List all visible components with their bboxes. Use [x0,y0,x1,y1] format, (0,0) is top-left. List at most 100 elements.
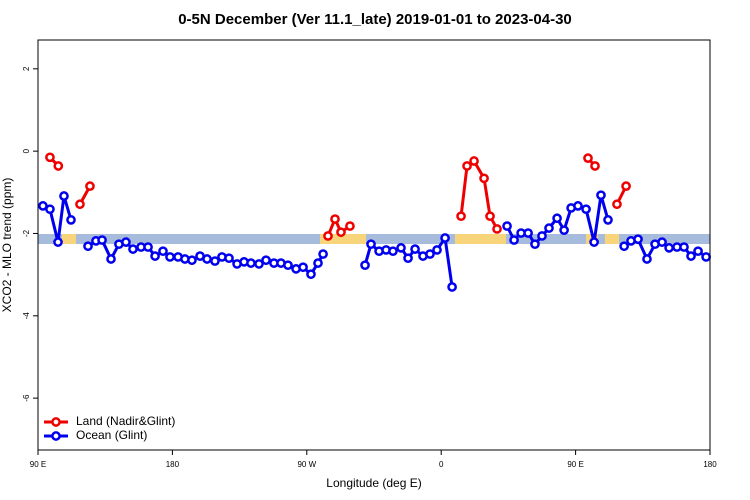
data-point [83,241,93,252]
x-tick-label: 90 E [30,460,46,469]
data-point [537,231,547,241]
y-tick-label: -6 [22,394,31,402]
data-point [589,237,599,247]
data-point [254,259,264,269]
data-point [261,255,271,266]
data-point [425,249,435,259]
data-point [612,199,622,210]
legend-swatch-point [51,417,61,427]
data-point [366,239,376,250]
x-tick-label: 90 W [297,460,316,469]
y-tick-label: 0 [22,148,31,153]
legend-label: Ocean (Glint) [76,428,147,442]
data-point [53,237,63,247]
x-tick-label: 180 [166,460,180,469]
data-point [45,152,55,163]
x-tick-label: 180 [703,460,717,469]
data-point [97,235,107,245]
data-point [492,224,502,234]
data-point [106,254,116,264]
data-point [657,237,667,247]
data-point [485,211,495,222]
plot-frame [37,39,711,451]
data-point [621,181,631,191]
data-point [150,251,160,261]
data-point [596,190,606,201]
data-point [388,246,398,257]
data-point [642,254,652,264]
data-point [121,237,131,247]
data-point [53,161,64,171]
data-point [45,204,55,215]
data-point [544,223,554,233]
legend-item: Land (Nadir&Glint) [44,414,175,428]
data-point [447,282,457,292]
x-tick-label: 90 E [567,460,583,469]
data-point [313,258,323,268]
data-point [323,231,333,241]
data-point [128,244,138,254]
data-point [318,249,328,259]
data-point [456,211,466,222]
series-line [326,215,351,237]
data-point [581,204,591,215]
y-tick-label: -2 [22,229,31,237]
data-point [210,256,220,266]
data-point [360,260,370,271]
data-point [633,234,643,245]
data-point [224,253,234,264]
data-point [523,228,533,238]
data-point [345,221,355,231]
land-band [605,234,619,244]
data-point [283,260,293,271]
data-point [59,191,69,201]
x-tick-label: 0 [439,460,444,469]
data-point [336,227,346,238]
data-point [583,153,593,163]
data-point [619,241,629,252]
data-point [158,246,168,257]
ocean-band [38,234,710,244]
data-point [246,258,256,268]
data-point [440,233,450,243]
data-point [469,156,479,166]
data-point [298,262,308,273]
land-band [320,234,366,244]
data-point [432,245,442,255]
data-point [462,161,472,171]
data-point [330,214,340,224]
data-point [165,252,175,262]
land-band [62,234,76,244]
data-point [559,225,569,236]
data-point [66,215,76,225]
data-point [701,252,711,262]
data-point [202,254,212,264]
legend-label: Land (Nadir&Glint) [76,414,175,428]
legend-swatch-point [51,431,61,441]
data-point [603,215,613,225]
data-point [686,251,696,261]
data-point [396,243,406,253]
data-point [530,239,540,250]
y-tick-label: 2 [22,66,31,71]
data-point [187,255,197,266]
data-point [479,173,489,184]
data-point [410,244,420,254]
legend-item: Ocean (Glint) [44,428,147,442]
data-point [679,242,689,252]
x-axis-label: Longitude (deg E) [326,476,421,490]
y-tick-label: -4 [22,312,31,320]
data-point [590,161,600,171]
y-axis-label: XCO2 - MLO trend (ppm) [0,178,14,313]
data-point [403,253,413,264]
data-point [85,181,95,191]
data-point [573,201,583,211]
data-point [143,242,153,252]
data-point [75,199,85,210]
data-point [552,213,562,224]
plot [38,152,711,292]
chart-title: 0-5N December (Ver 11.1_late) 2019-01-01… [178,11,572,28]
data-point [306,269,316,280]
land-band [455,234,506,244]
